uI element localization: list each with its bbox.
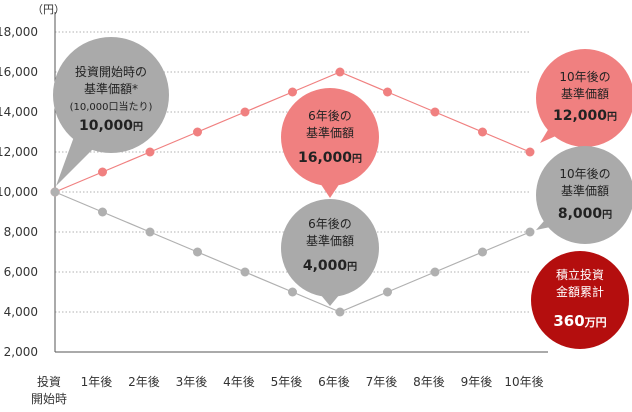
- data-point: [335, 67, 345, 77]
- y-tick-label: 6,000: [4, 265, 38, 279]
- data-point: [383, 287, 392, 297]
- bubble-circle: [53, 37, 169, 153]
- data-point: [240, 267, 250, 277]
- x-tick-label: 6年後: [318, 375, 350, 389]
- x-tick-label: 8年後: [413, 375, 445, 389]
- data-point: [335, 307, 345, 317]
- x-tick-label: 7年後: [366, 375, 398, 389]
- y-tick-labels: 2,000 4,000 6,000 8,000 10,000 12,000 14,000 16…: [0, 25, 38, 359]
- y-tick-label: 16,000: [0, 65, 38, 79]
- x-tick-label: 9年後: [461, 375, 493, 389]
- data-point: [193, 127, 202, 137]
- data-point: [288, 287, 297, 297]
- bubble-text: 基準価額: [306, 233, 354, 248]
- callout-bubbles: 投資開始時の基準価額*(10,000口当たり)10,000円6年後の基準価額16…: [53, 37, 632, 349]
- data-point: [430, 107, 440, 117]
- bubble-unit: 円: [347, 261, 357, 273]
- bubble-circle: [531, 251, 629, 349]
- data-point: [98, 167, 107, 177]
- bubble-unit: 万円: [584, 316, 607, 329]
- bubble-text: (10,000口当たり): [70, 100, 153, 113]
- bubble-text: 基準価額: [306, 125, 354, 140]
- y-tick-label: 18,000: [0, 25, 38, 39]
- bubble-unit: 円: [602, 209, 612, 221]
- data-point: [383, 87, 392, 97]
- data-point: [145, 227, 155, 237]
- bubble-unit: 円: [607, 111, 617, 123]
- bubble-text: 金額累計: [556, 284, 604, 299]
- data-point: [145, 147, 155, 157]
- x-tick-label: 4年後: [223, 375, 255, 389]
- x-tick-label: 2年後: [128, 375, 160, 389]
- bubble-tail: [320, 294, 340, 306]
- bubble-value: 360万円: [553, 312, 606, 330]
- data-point: [193, 247, 202, 257]
- data-point: [50, 187, 60, 197]
- bubble-text: 10年後の: [559, 167, 610, 181]
- bubble-text: 基準価額*: [84, 81, 138, 96]
- x-tick-label: 3年後: [176, 375, 208, 389]
- data-point: [240, 107, 250, 117]
- y-tick-label: 4,000: [4, 305, 38, 319]
- data-point: [430, 267, 440, 277]
- data-point: [525, 227, 535, 237]
- x-tick-label: 1年後: [81, 375, 113, 389]
- y-tick-label: 14,000: [0, 105, 38, 119]
- data-point: [478, 127, 487, 137]
- bubble-value: 16,000円: [298, 150, 362, 166]
- y-tick-label: 2,000: [4, 345, 38, 359]
- bubble-value: 8,000円: [558, 206, 612, 222]
- bubble-value: 12,000円: [553, 108, 617, 124]
- bubble-tail: [56, 134, 95, 186]
- y-tick-label: 12,000: [0, 145, 38, 159]
- bubble-value: 4,000円: [303, 258, 357, 274]
- bubble-text: 6年後の: [308, 109, 352, 123]
- bubble-text: 基準価額: [561, 183, 609, 198]
- x-tick-labels: 投資開始時 1年後 2年後 3年後 4年後 5年後 6年後 7年後 8年後 9年後 10年後: [31, 374, 544, 406]
- bubble-unit: 円: [133, 121, 143, 133]
- data-point: [288, 87, 297, 97]
- bubble-value: 10,000円: [79, 118, 143, 134]
- grid-lines: [55, 31, 530, 313]
- x-tick-label: 投資: [37, 374, 61, 389]
- x-tick-label: 開始時: [31, 392, 67, 406]
- y-tick-label: 8,000: [4, 225, 38, 239]
- bubble-circle: [536, 146, 632, 244]
- axes: [54, 12, 548, 353]
- bubble-circle: [536, 49, 632, 147]
- data-point: [478, 247, 487, 257]
- bubble-unit: 円: [352, 153, 362, 165]
- bubble-text: 投資開始時の: [75, 64, 147, 79]
- data-point: [98, 207, 107, 217]
- bubble-circle: [281, 88, 379, 186]
- data-point: [525, 147, 535, 157]
- bubble-text: 積立投資: [556, 267, 604, 282]
- y-unit-label: （円）: [32, 3, 65, 16]
- bubble-text: 基準価額: [561, 86, 609, 101]
- series-lines: [50, 67, 535, 317]
- y-tick-label: 10,000: [0, 185, 38, 199]
- x-tick-label: 5年後: [271, 375, 303, 389]
- bubble-circle: [281, 199, 379, 297]
- x-tick-label: 10年後: [504, 375, 543, 389]
- bubble-text: 6年後の: [308, 217, 352, 231]
- bubble-text: 10年後の: [559, 70, 610, 84]
- bubble-tail: [320, 183, 340, 198]
